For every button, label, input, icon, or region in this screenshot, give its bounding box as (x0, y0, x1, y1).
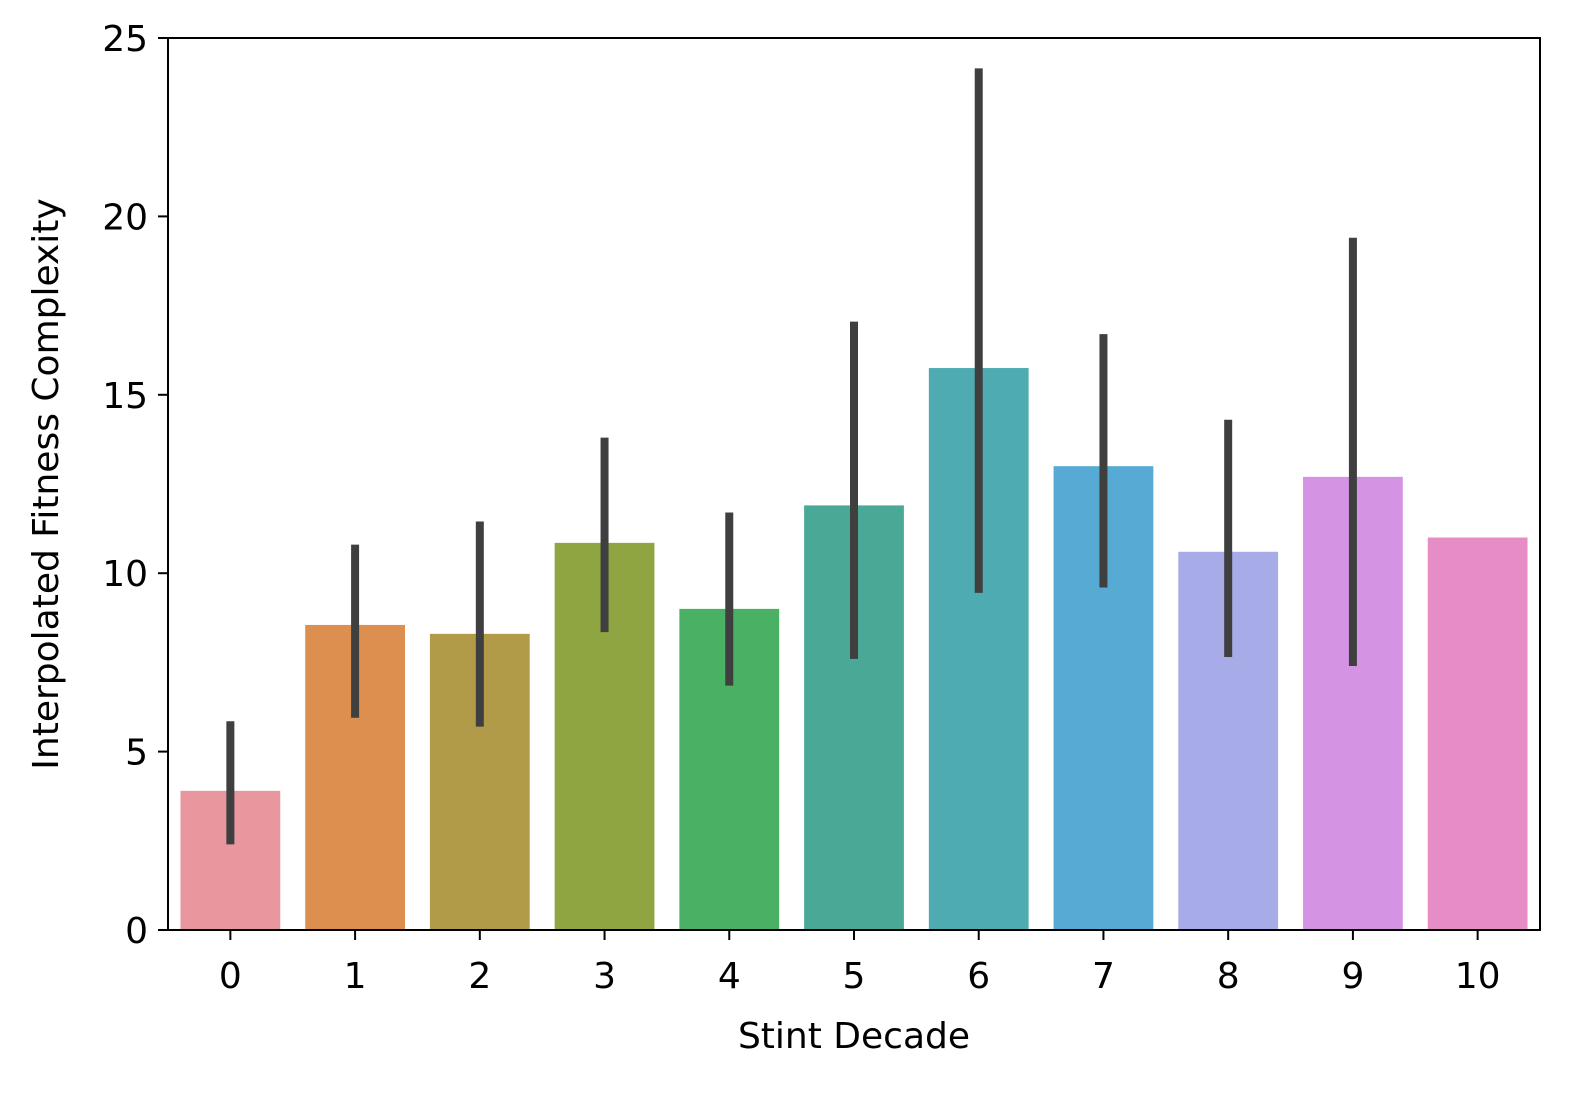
x-tick-label-1: 1 (344, 956, 367, 997)
bar-10 (1427, 537, 1528, 930)
x-tick-label-7: 7 (1092, 956, 1115, 997)
x-tick-label-2: 2 (468, 956, 491, 997)
y-tick-label-5: 5 (125, 733, 148, 774)
x-tick-label-0: 0 (219, 956, 242, 997)
x-tick-label-5: 5 (843, 956, 866, 997)
y-tick-label-20: 20 (102, 197, 148, 238)
y-tick-label-25: 25 (102, 19, 148, 60)
x-axis: 0 1 2 3 4 5 6 7 8 9 10 (219, 930, 1501, 997)
x-tick-label-10: 10 (1455, 956, 1501, 997)
x-tick-label-4: 4 (718, 956, 741, 997)
y-tick-label-0: 0 (125, 911, 148, 952)
x-axis-label: Stint Decade (738, 1016, 970, 1057)
error-bars-layer (226, 68, 1357, 845)
x-tick-label-8: 8 (1217, 956, 1240, 997)
y-tick-label-10: 10 (102, 554, 148, 595)
y-axis-label: Interpolated Fitness Complexity (26, 198, 67, 769)
y-tick-label-15: 15 (102, 376, 148, 417)
x-tick-label-6: 6 (967, 956, 990, 997)
x-tick-label-9: 9 (1341, 956, 1364, 997)
y-axis: 0 5 10 15 20 25 (102, 19, 168, 952)
x-tick-label-3: 3 (593, 956, 616, 997)
bars-layer (180, 368, 1528, 930)
